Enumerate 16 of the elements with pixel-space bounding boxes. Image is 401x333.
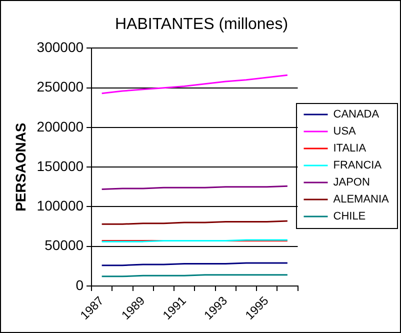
y-tick-label: 300000 — [36, 39, 84, 56]
chart-title: HABITANTES (millones) — [114, 16, 288, 34]
y-axis-title: PERSAONAS — [12, 122, 28, 212]
legend-label: CANADA — [333, 108, 380, 121]
legend-label: ALEMANIA — [333, 194, 390, 206]
y-tick-label: 100000 — [36, 198, 84, 214]
legend-label: USA — [333, 126, 357, 138]
legend-label: FRANCIA — [333, 160, 382, 172]
y-tick-label: 250000 — [36, 78, 84, 95]
y-tick-label: 200000 — [36, 118, 84, 134]
legend-label: CHILE — [333, 210, 366, 223]
legend-label: ITALIA — [333, 142, 367, 155]
y-tick-label: 50000 — [44, 237, 84, 254]
y-tick-label: 0 — [76, 276, 84, 293]
y-tick-label: 150000 — [36, 158, 84, 174]
legend-label: JAPON — [333, 176, 370, 189]
